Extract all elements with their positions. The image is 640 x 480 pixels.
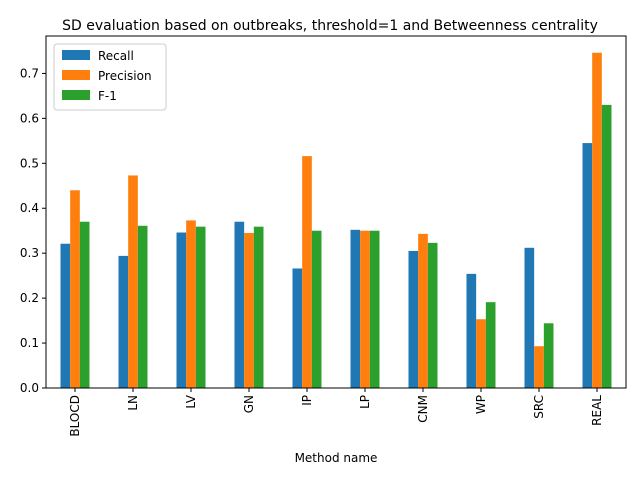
- x-tick-label: WP: [474, 395, 488, 414]
- bar-f-1-blocd: [79, 221, 90, 388]
- legend-swatch: [62, 70, 90, 80]
- bars-group: [60, 52, 612, 389]
- x-axis: BLOCD LN LV GN IP LP CNM WP SRC REAL: [68, 388, 604, 437]
- bar-precision-gn: [244, 232, 254, 388]
- bar-f-1-ln: [137, 225, 148, 388]
- y-axis: 0.0 0.1 0.2 0.3 0.4 0.5 0.6 0.7: [20, 66, 46, 395]
- bar-f-1-lp: [369, 230, 380, 388]
- x-tick-label: IP: [300, 395, 314, 406]
- bar-recall-blocd: [60, 243, 71, 388]
- bar-precision-real: [592, 52, 602, 389]
- bar-precision-cnm: [418, 233, 428, 388]
- bar-f-1-real: [601, 104, 612, 389]
- bar-precision-ln: [128, 175, 138, 388]
- legend-label: Recall: [98, 49, 134, 63]
- legend: Recall Precision F-1: [53, 43, 167, 111]
- legend-swatch: [62, 90, 90, 100]
- bar-recall-ip: [292, 268, 303, 388]
- bar-f-1-src: [543, 323, 554, 388]
- legend-label: F-1: [98, 89, 117, 103]
- bar-f-1-gn: [253, 226, 264, 388]
- x-tick-label: LN: [126, 395, 140, 411]
- y-tick-label: 0.2: [20, 291, 39, 305]
- bar-f-1-ip: [311, 230, 322, 388]
- x-axis-label: Method name: [295, 451, 378, 465]
- y-tick-label: 0.7: [20, 66, 39, 80]
- y-tick-label: 0.1: [20, 336, 39, 350]
- y-tick-label: 0.3: [20, 246, 39, 260]
- x-tick-label: CNM: [416, 395, 430, 423]
- x-tick-label: LV: [184, 394, 198, 408]
- bar-f-1-lv: [195, 226, 206, 388]
- chart-title: SD evaluation based on outbreaks, thresh…: [62, 18, 598, 34]
- bar-recall-gn: [234, 221, 245, 388]
- legend-label: Precision: [98, 69, 152, 83]
- x-tick-label: BLOCD: [68, 395, 82, 437]
- bar-precision-wp: [476, 319, 486, 388]
- bar-precision-ip: [302, 156, 312, 388]
- bar-precision-src: [534, 346, 544, 388]
- bar-f-1-cnm: [427, 242, 438, 388]
- bar-precision-blocd: [70, 190, 80, 388]
- y-tick-label: 0.6: [20, 111, 39, 125]
- bar-recall-real: [582, 143, 593, 388]
- bar-recall-lv: [176, 232, 187, 388]
- bar-recall-src: [524, 247, 535, 388]
- bar-recall-wp: [466, 273, 477, 388]
- x-tick-label: REAL: [590, 395, 604, 426]
- bar-recall-lp: [350, 229, 361, 388]
- x-tick-label: GN: [242, 395, 256, 413]
- bar-f-1-wp: [485, 302, 496, 388]
- bar-recall-cnm: [408, 250, 419, 388]
- y-tick-label: 0.5: [20, 156, 39, 170]
- y-tick-label: 0.0: [20, 381, 39, 395]
- bar-precision-lv: [186, 220, 196, 388]
- bar-precision-lp: [360, 230, 370, 388]
- y-tick-label: 0.4: [20, 201, 39, 215]
- legend-swatch: [62, 50, 90, 60]
- bar-recall-ln: [118, 255, 129, 388]
- x-tick-label: SRC: [532, 395, 546, 419]
- plot-area-frame: [45, 35, 627, 389]
- x-tick-label: LP: [358, 395, 372, 409]
